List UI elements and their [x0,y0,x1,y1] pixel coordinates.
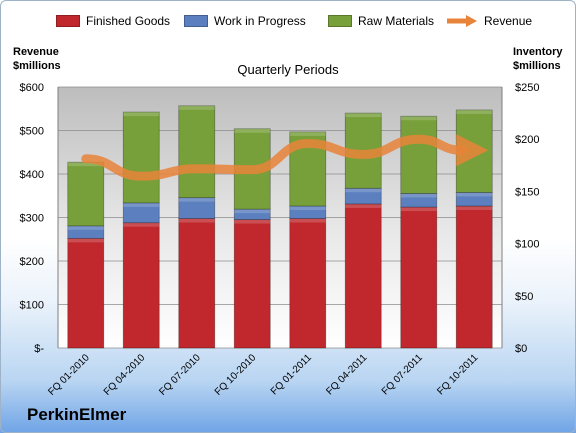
bar-raw-materials [67,161,105,227]
company-name: PerkinElmer [27,405,127,424]
bar-highlight [345,188,382,193]
legend-item-work-in-progress: Work in Progress [184,14,306,28]
legend: Finished Goods Work in Progress Raw Mate… [44,14,564,32]
left-tick-label: $100 [20,300,44,312]
legend-label: Revenue [484,14,533,28]
category-label: FQ 01-2010 [46,352,92,398]
right-axis-title-line: Inventory [513,46,563,58]
legend-swatch [56,15,80,27]
category-label: FQ 10-2011 [435,352,480,397]
left-axis-title: Revenue $millions [13,45,61,73]
left-tick-label: $200 [20,256,44,268]
bar-highlight [178,105,215,110]
bar-highlight [400,116,437,121]
bar-finished-goods [67,237,105,349]
bar-highlight [456,109,493,114]
bar-finished-goods [122,222,160,349]
category-label: FQ 07-2010 [157,352,203,398]
arrow-icon [447,15,477,27]
category-label: FQ 07-2011 [380,352,425,397]
bar-highlight [67,162,104,167]
bar-highlight [289,206,326,211]
bar-work-in-progress [289,205,327,219]
bar-highlight [67,238,104,243]
bar-raw-materials [400,115,438,194]
right-tick-label: $250 [515,82,539,94]
category-label: FQ 01-2011 [269,352,314,397]
category-label: FQ 10-2010 [213,352,259,398]
bar-highlight [456,206,493,211]
bar-highlight [67,225,104,230]
category-label: FQ 04-2011 [324,352,369,397]
legend-swatch [184,15,208,27]
right-tick-label: $0 [515,343,527,355]
bar-highlight [456,192,493,197]
left-axis-title-line: $millions [13,60,61,72]
bar-raw-materials [178,105,216,199]
revenue-arrowhead [456,134,489,167]
bar-highlight [400,207,437,212]
legend-label: Raw Materials [358,14,435,28]
bar-highlight [234,219,271,224]
bar-finished-goods [344,203,382,349]
left-tick-label: $600 [20,82,44,94]
right-tick-label: $50 [515,291,533,303]
bar-finished-goods [400,206,438,349]
bar-highlight [123,222,160,227]
bar-highlight [123,202,160,207]
bar-highlight [400,193,437,198]
bar-highlight [178,218,215,223]
legend-label: Work in Progress [214,14,306,28]
bar-highlight [234,128,271,133]
chart-subtitle: Quarterly Periods [237,62,339,77]
right-axis-title: Inventory $millions [513,45,563,73]
legend-item-finished-goods: Finished Goods [56,14,170,28]
category-label: FQ 04-2010 [102,352,148,398]
left-tick-label: $300 [20,213,44,225]
left-tick-label: $400 [20,169,44,181]
bar-raw-materials [122,111,160,204]
legend-swatch [328,15,352,27]
bar-finished-goods [233,219,271,349]
bar-work-in-progress [67,225,105,239]
legend-item-revenue: Revenue [446,14,532,28]
right-tick-label: $150 [515,186,539,198]
right-tick-label: $200 [515,134,539,146]
left-tick-label: $- [34,343,44,355]
bar-finished-goods [289,218,327,349]
revenue-line [81,134,467,181]
bar-highlight [178,197,215,202]
bar-highlight [289,218,326,223]
bar-finished-goods [455,205,493,349]
right-axis-title-line: $millions [513,60,561,72]
bar-highlight [345,203,382,208]
right-tick-label: $100 [515,239,539,251]
legend-label: Finished Goods [86,14,171,28]
bar-highlight [345,113,382,118]
bar-finished-goods [178,218,216,349]
bar-highlight [289,131,326,136]
left-axis-title-line: Revenue [13,46,59,58]
bar-highlight [123,112,160,117]
left-tick-label: $500 [20,126,44,138]
bar-highlight [234,209,271,214]
legend-item-raw-materials: Raw Materials [328,14,434,28]
